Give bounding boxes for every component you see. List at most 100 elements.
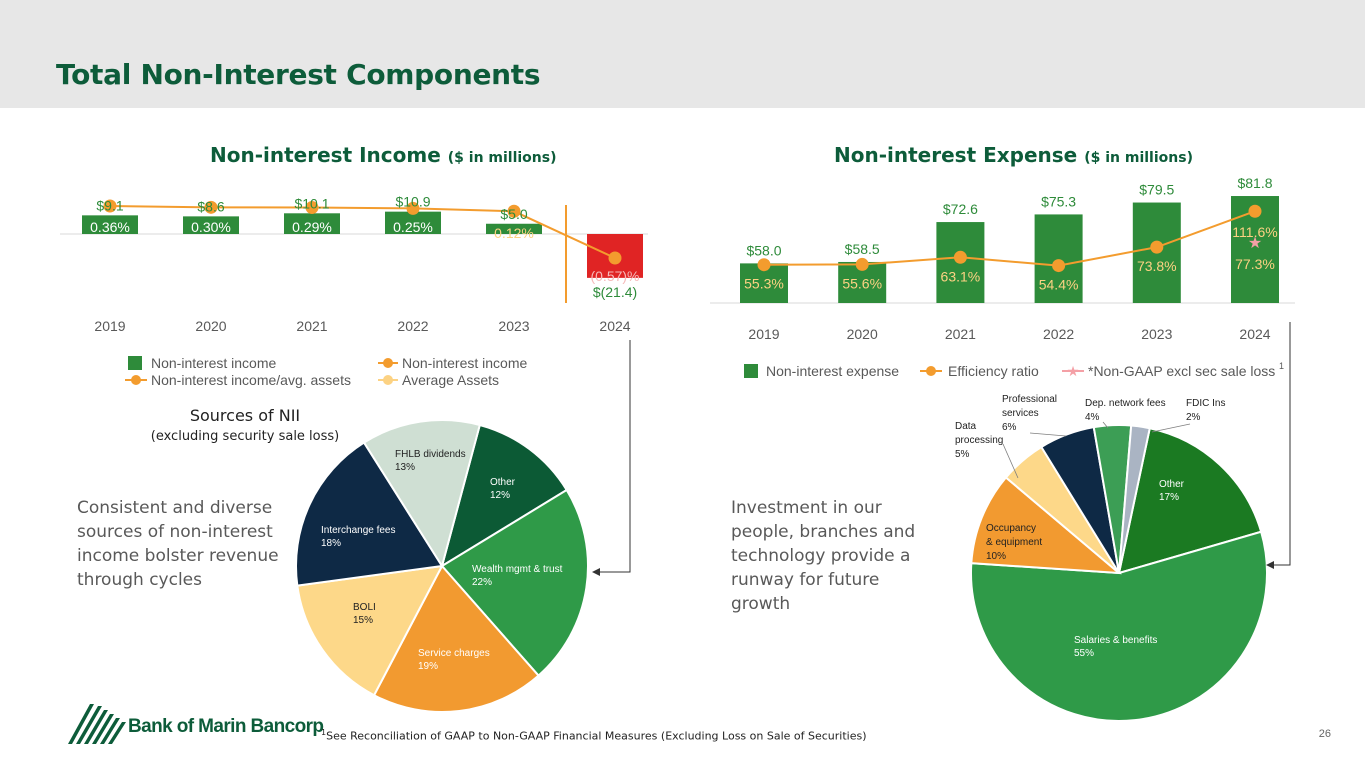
company-logo: Bank of Marin Bancorp bbox=[68, 704, 324, 751]
expense-slice-occupancy-equipment bbox=[970, 476, 1122, 575]
efficiency-ratio-line bbox=[763, 210, 1256, 267]
legend-swatch-nii bbox=[128, 356, 142, 370]
income-ratio-point-2019 bbox=[103, 199, 117, 213]
nii-heading-title: Sources of NII bbox=[189, 406, 301, 425]
footnote: 1See Reconciliation of GAAP to Non-GAAP … bbox=[321, 728, 867, 743]
pie-label-interchange: Interchange fees bbox=[321, 525, 396, 536]
exp-pct-data: 5% bbox=[955, 449, 970, 460]
exp-pct-depnet: 4% bbox=[1085, 412, 1100, 423]
income-ratio-point-2022 bbox=[406, 201, 420, 215]
exp-label-data-2: processing bbox=[955, 435, 1003, 446]
efficiency-point-2023 bbox=[1150, 240, 1164, 254]
left-commentary: Consistent and diverse sources of non-in… bbox=[77, 498, 279, 590]
expense-value-label-2022: $75.3 bbox=[1041, 193, 1076, 209]
expense-value-label-2024: $81.8 bbox=[1237, 175, 1272, 191]
nii-slice-boli bbox=[296, 564, 444, 697]
expense-xtick-2021: 2021 bbox=[945, 326, 976, 342]
expense-value-label-2023: $79.5 bbox=[1139, 182, 1174, 198]
exp-label-professional: Professional bbox=[1002, 394, 1057, 405]
expense-slice-other bbox=[1117, 427, 1263, 575]
header-band bbox=[0, 0, 1365, 108]
expense-xtick-2022: 2022 bbox=[1043, 326, 1074, 342]
income-value-label-2022: $10.9 bbox=[395, 194, 430, 210]
income-connector-line bbox=[598, 340, 631, 573]
leader-data bbox=[1002, 443, 1019, 479]
nii-slice-other bbox=[440, 423, 569, 569]
income-bar-2023 bbox=[486, 223, 542, 234]
expense-slice-fdic-ins bbox=[1118, 424, 1151, 574]
income-chart-title: Non-interest Income ($ in millions) bbox=[210, 143, 557, 167]
expense-xtick-2020: 2020 bbox=[847, 326, 878, 342]
pie-pct-interchange: 18% bbox=[321, 538, 341, 549]
exp-label-fdic: FDIC Ins bbox=[1186, 398, 1225, 409]
exp-label-data: Data bbox=[955, 421, 977, 432]
legend-nii-avg-assets: Non-interest income/avg. assets bbox=[151, 372, 351, 388]
legend-nii-2: Non-interest income bbox=[402, 355, 527, 371]
footnote-text: See Reconciliation of GAAP to Non-GAAP F… bbox=[326, 729, 867, 743]
right-commentary: Investment in our people, branches and t… bbox=[731, 498, 916, 614]
efficiency-point-2022 bbox=[1052, 259, 1066, 273]
legend-marker-ratio bbox=[131, 375, 141, 385]
expense-legend: Non-interest expense Efficiency ratio ★ … bbox=[744, 361, 1284, 379]
income-bar-2022 bbox=[385, 211, 441, 234]
income-value-label-2024: $(21.4) bbox=[593, 284, 637, 300]
exp-pct-occupancy: 10% bbox=[986, 551, 1006, 562]
leader-depnet bbox=[1102, 421, 1109, 429]
income-ratio-label-2019: 0.36% bbox=[90, 219, 130, 235]
income-value-label-2023: $5.0 bbox=[500, 206, 527, 222]
pie-label-service: Service charges bbox=[418, 648, 490, 659]
pie-pct-other: 12% bbox=[490, 490, 510, 501]
expense-pie-labels: Other 17% Salaries & benefits 55% Occupa… bbox=[955, 394, 1225, 659]
income-value-label-2021: $10.1 bbox=[294, 195, 329, 211]
expense-value-label-2019: $58.0 bbox=[746, 242, 781, 258]
income-bar-2020 bbox=[183, 216, 239, 234]
expense-xtick-2023: 2023 bbox=[1141, 326, 1172, 342]
legend-star-icon: ★ bbox=[1067, 363, 1080, 379]
exp-label-professional-2: services bbox=[1002, 408, 1039, 419]
legend-efficiency: Efficiency ratio bbox=[948, 363, 1039, 379]
pie-label-other: Other bbox=[490, 477, 516, 488]
income-xtick-2024: 2024 bbox=[599, 318, 630, 334]
income-xtick-2023: 2023 bbox=[498, 318, 529, 334]
income-connector-arrow-icon bbox=[592, 568, 600, 576]
legend-nongaap: *Non-GAAP excl sec sale loss bbox=[1088, 363, 1275, 379]
pie-pct-service: 19% bbox=[418, 661, 438, 672]
exp-label-salaries: Salaries & benefits bbox=[1074, 635, 1157, 646]
income-bar-2021 bbox=[284, 213, 340, 234]
expense-ratio-label-2020: 55.6% bbox=[842, 275, 882, 291]
expense-chart-title-text: Non-interest Expense bbox=[834, 143, 1078, 167]
expense-chart-unit: ($ in millions) bbox=[1084, 150, 1193, 166]
income-ratio-label-2023: 0.12% bbox=[494, 225, 534, 241]
income-xtick-2020: 2020 bbox=[195, 318, 226, 334]
nii-heading: Sources of NII (excluding security sale … bbox=[120, 406, 370, 444]
legend-swatch-nie bbox=[744, 364, 758, 378]
leader-professional bbox=[1029, 432, 1067, 437]
exp-label-occupancy-2: & equipment bbox=[986, 537, 1042, 548]
expense-ratio-label-2021: 63.1% bbox=[941, 268, 981, 284]
expense-ratio-label-2022: 54.4% bbox=[1039, 277, 1079, 293]
logo-text: Bank of Marin Bancorp bbox=[128, 716, 324, 737]
expense-value-label-2021: $72.6 bbox=[943, 201, 978, 217]
nii-heading-subtitle: (excluding security sale loss) bbox=[150, 429, 340, 444]
nii-slice-wealth-mgmt-trust bbox=[440, 488, 589, 677]
nii-slice-interchange-fees bbox=[295, 441, 444, 587]
footnote-sup: 1 bbox=[321, 728, 327, 737]
exp-label-other: Other bbox=[1159, 479, 1185, 490]
expense-mix-pie bbox=[970, 424, 1268, 722]
income-ratio-point-2023 bbox=[507, 204, 521, 218]
nii-sources-pie bbox=[295, 419, 589, 713]
page-title: Total Non-Interest Components bbox=[56, 58, 541, 91]
expense-connector-arrow-icon bbox=[1266, 561, 1274, 569]
expense-chart-title: Non-interest Expense ($ in millions) bbox=[834, 143, 1193, 167]
pie-pct-boli: 15% bbox=[353, 615, 373, 626]
leader-fdic bbox=[1151, 423, 1191, 433]
income-value-label-2020: $8.6 bbox=[197, 198, 224, 214]
expense-leader-lines bbox=[1002, 421, 1191, 479]
page-number: 26 bbox=[1318, 728, 1331, 740]
efficiency-point-2019 bbox=[757, 258, 771, 272]
income-pie-labels: Other 12% Wealth mgmt & trust 22% Servic… bbox=[321, 449, 563, 672]
legend-marker-avg-assets bbox=[383, 375, 393, 385]
income-chart-title-text: Non-interest Income bbox=[210, 143, 441, 167]
exp-label-depnet: Dep. network fees bbox=[1085, 398, 1166, 409]
pie-label-boli: BOLI bbox=[353, 602, 376, 613]
